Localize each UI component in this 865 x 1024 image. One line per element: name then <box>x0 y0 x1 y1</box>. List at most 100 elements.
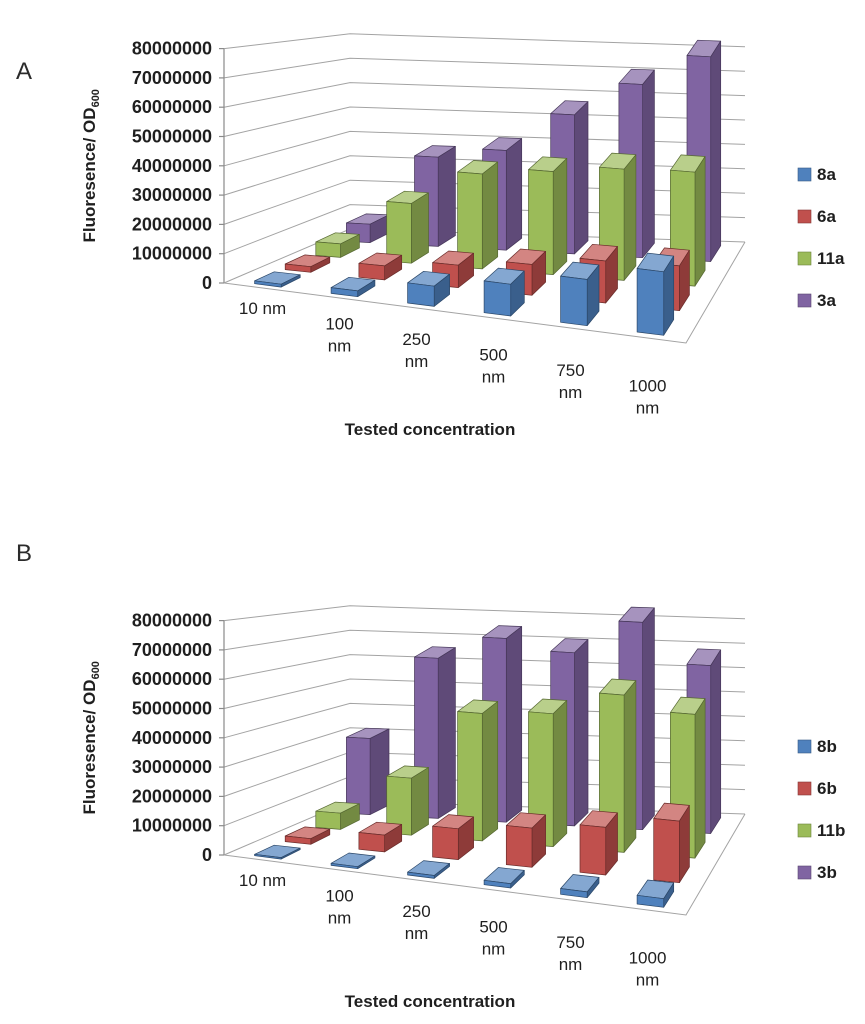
bars <box>254 39 722 336</box>
bar-8a-10-nm <box>254 271 301 288</box>
gridline <box>223 33 746 50</box>
bar-8a-1000-nm <box>636 252 675 336</box>
gridline <box>223 605 746 622</box>
bar-face <box>481 161 499 270</box>
legend-swatch-8b <box>797 739 812 754</box>
gridline <box>223 654 746 680</box>
bar-8b-1000-nm <box>636 879 675 908</box>
x-axis-title: Tested concentration <box>345 992 516 1011</box>
bar-face <box>710 40 722 262</box>
bar-face <box>330 287 359 298</box>
x-tick-label: nm <box>328 909 352 928</box>
bar-face <box>315 241 341 258</box>
x-tick-label: 100 <box>325 887 353 906</box>
bar-face <box>505 626 523 823</box>
x-tick-labels: 10 nm 100 nm 250 nm 500 nm 750 nm 1000 nm <box>239 299 667 418</box>
y-tick-label: 10000000 <box>132 244 212 264</box>
legend-swatch-11b <box>797 823 812 838</box>
legend-item-8a: 8a <box>797 165 836 184</box>
bar-8b-500-nm <box>483 867 525 889</box>
bar-face <box>254 280 282 288</box>
bar-11b-500-nm <box>528 698 568 847</box>
bar-face <box>254 853 282 860</box>
bar-face <box>330 862 359 870</box>
bar-face <box>284 263 312 273</box>
legend-item-3b: 3b <box>797 863 837 882</box>
y-tick-label: 60000000 <box>132 97 212 117</box>
bar-11a-100-nm <box>386 190 429 264</box>
bar-11a-10-nm <box>315 232 360 258</box>
bars <box>254 606 722 908</box>
panel-b-letter: B <box>16 540 34 567</box>
y-tick-label: 10000000 <box>132 816 212 836</box>
panel-b: B 0 10000000 20000000 30000000 40000000 50000… <box>0 470 865 1024</box>
bar-face <box>386 775 412 836</box>
legend: 8a 6a 11a 3a <box>797 165 845 310</box>
y-tick-label: 70000000 <box>132 68 212 88</box>
legend-label-3a: 3a <box>817 291 836 310</box>
y-axis <box>219 620 225 856</box>
bar-8a-500-nm <box>483 267 525 317</box>
bar-11b-100-nm <box>386 765 429 836</box>
gridline <box>223 130 746 167</box>
bar-11a-500-nm <box>528 156 568 275</box>
chart-a: 0 10000000 20000000 30000000 40000000 5000000… <box>80 33 845 439</box>
legend-item-6a: 6a <box>797 207 836 226</box>
bar-face <box>315 810 341 830</box>
x-tick-label: nm <box>482 368 506 387</box>
x-tick-label: 250 <box>402 902 430 921</box>
x-axis-title: Tested concentration <box>345 420 516 439</box>
bar-face <box>505 138 523 251</box>
bar-face <box>369 728 390 815</box>
bar-face <box>653 818 680 884</box>
bar-8a-250-nm <box>407 270 450 307</box>
x-tick-label: nm <box>482 940 506 959</box>
y-tick-label: 0 <box>202 845 212 865</box>
legend: 8b 6b 11b 3b <box>797 737 845 882</box>
bar-6a-10-nm <box>284 254 331 273</box>
bar-face <box>710 649 722 834</box>
y-tick-label: 40000000 <box>132 156 212 176</box>
legend-swatch-3a <box>797 293 812 308</box>
bar-face <box>358 262 385 281</box>
y-axis <box>219 47 225 284</box>
bar-face <box>411 767 429 836</box>
legend-swatch-6b <box>797 781 812 796</box>
y-tick-labels: 0 10000000 20000000 30000000 40000000 5000000… <box>132 611 212 865</box>
bar-6b-750-nm <box>579 810 618 876</box>
y-tick-labels: 0 10000000 20000000 30000000 40000000 5000000… <box>132 39 212 293</box>
y-tick-label: 30000000 <box>132 185 212 205</box>
x-tick-label: 10 nm <box>239 299 286 318</box>
x-tick-label: nm <box>559 955 583 974</box>
legend-label-8a: 8a <box>817 165 836 184</box>
x-tick-label: 250 <box>402 330 430 349</box>
x-tick-label: nm <box>328 337 352 356</box>
bar-face <box>483 280 512 317</box>
bar-8b-250-nm <box>407 860 450 879</box>
bar-11a-250-nm <box>457 160 499 270</box>
x-tick-labels: 10 nm 100 nm 250 nm 500 nm 750 nm 1000 nm <box>239 871 667 990</box>
legend-label-11b: 11b <box>817 821 845 840</box>
y-axis-title: Fluoresence/ OD600 <box>80 89 102 242</box>
bar-face <box>552 158 568 275</box>
legend-swatch-8a <box>797 167 812 182</box>
bar-6a-100-nm <box>358 252 403 281</box>
legend-label-8b: 8b <box>817 737 837 756</box>
y-tick-label: 60000000 <box>132 669 212 689</box>
gridline <box>223 629 746 651</box>
x-tick-label: nm <box>405 924 429 943</box>
gridline <box>223 82 746 108</box>
bar-face <box>483 879 512 889</box>
chart-b: 0 10000000 20000000 30000000 40000000 5000000… <box>80 605 845 1011</box>
bar-face <box>642 69 655 259</box>
y-tick-label: 30000000 <box>132 757 212 777</box>
y-tick-label: 70000000 <box>132 640 212 660</box>
bar-face <box>358 832 385 853</box>
bar-face <box>284 835 312 845</box>
x-tick-label: 500 <box>479 918 507 937</box>
bar-face <box>579 824 607 876</box>
bar-face <box>623 154 637 281</box>
bar-face <box>481 701 499 842</box>
bar-face <box>346 736 371 815</box>
gridlines <box>223 33 746 284</box>
